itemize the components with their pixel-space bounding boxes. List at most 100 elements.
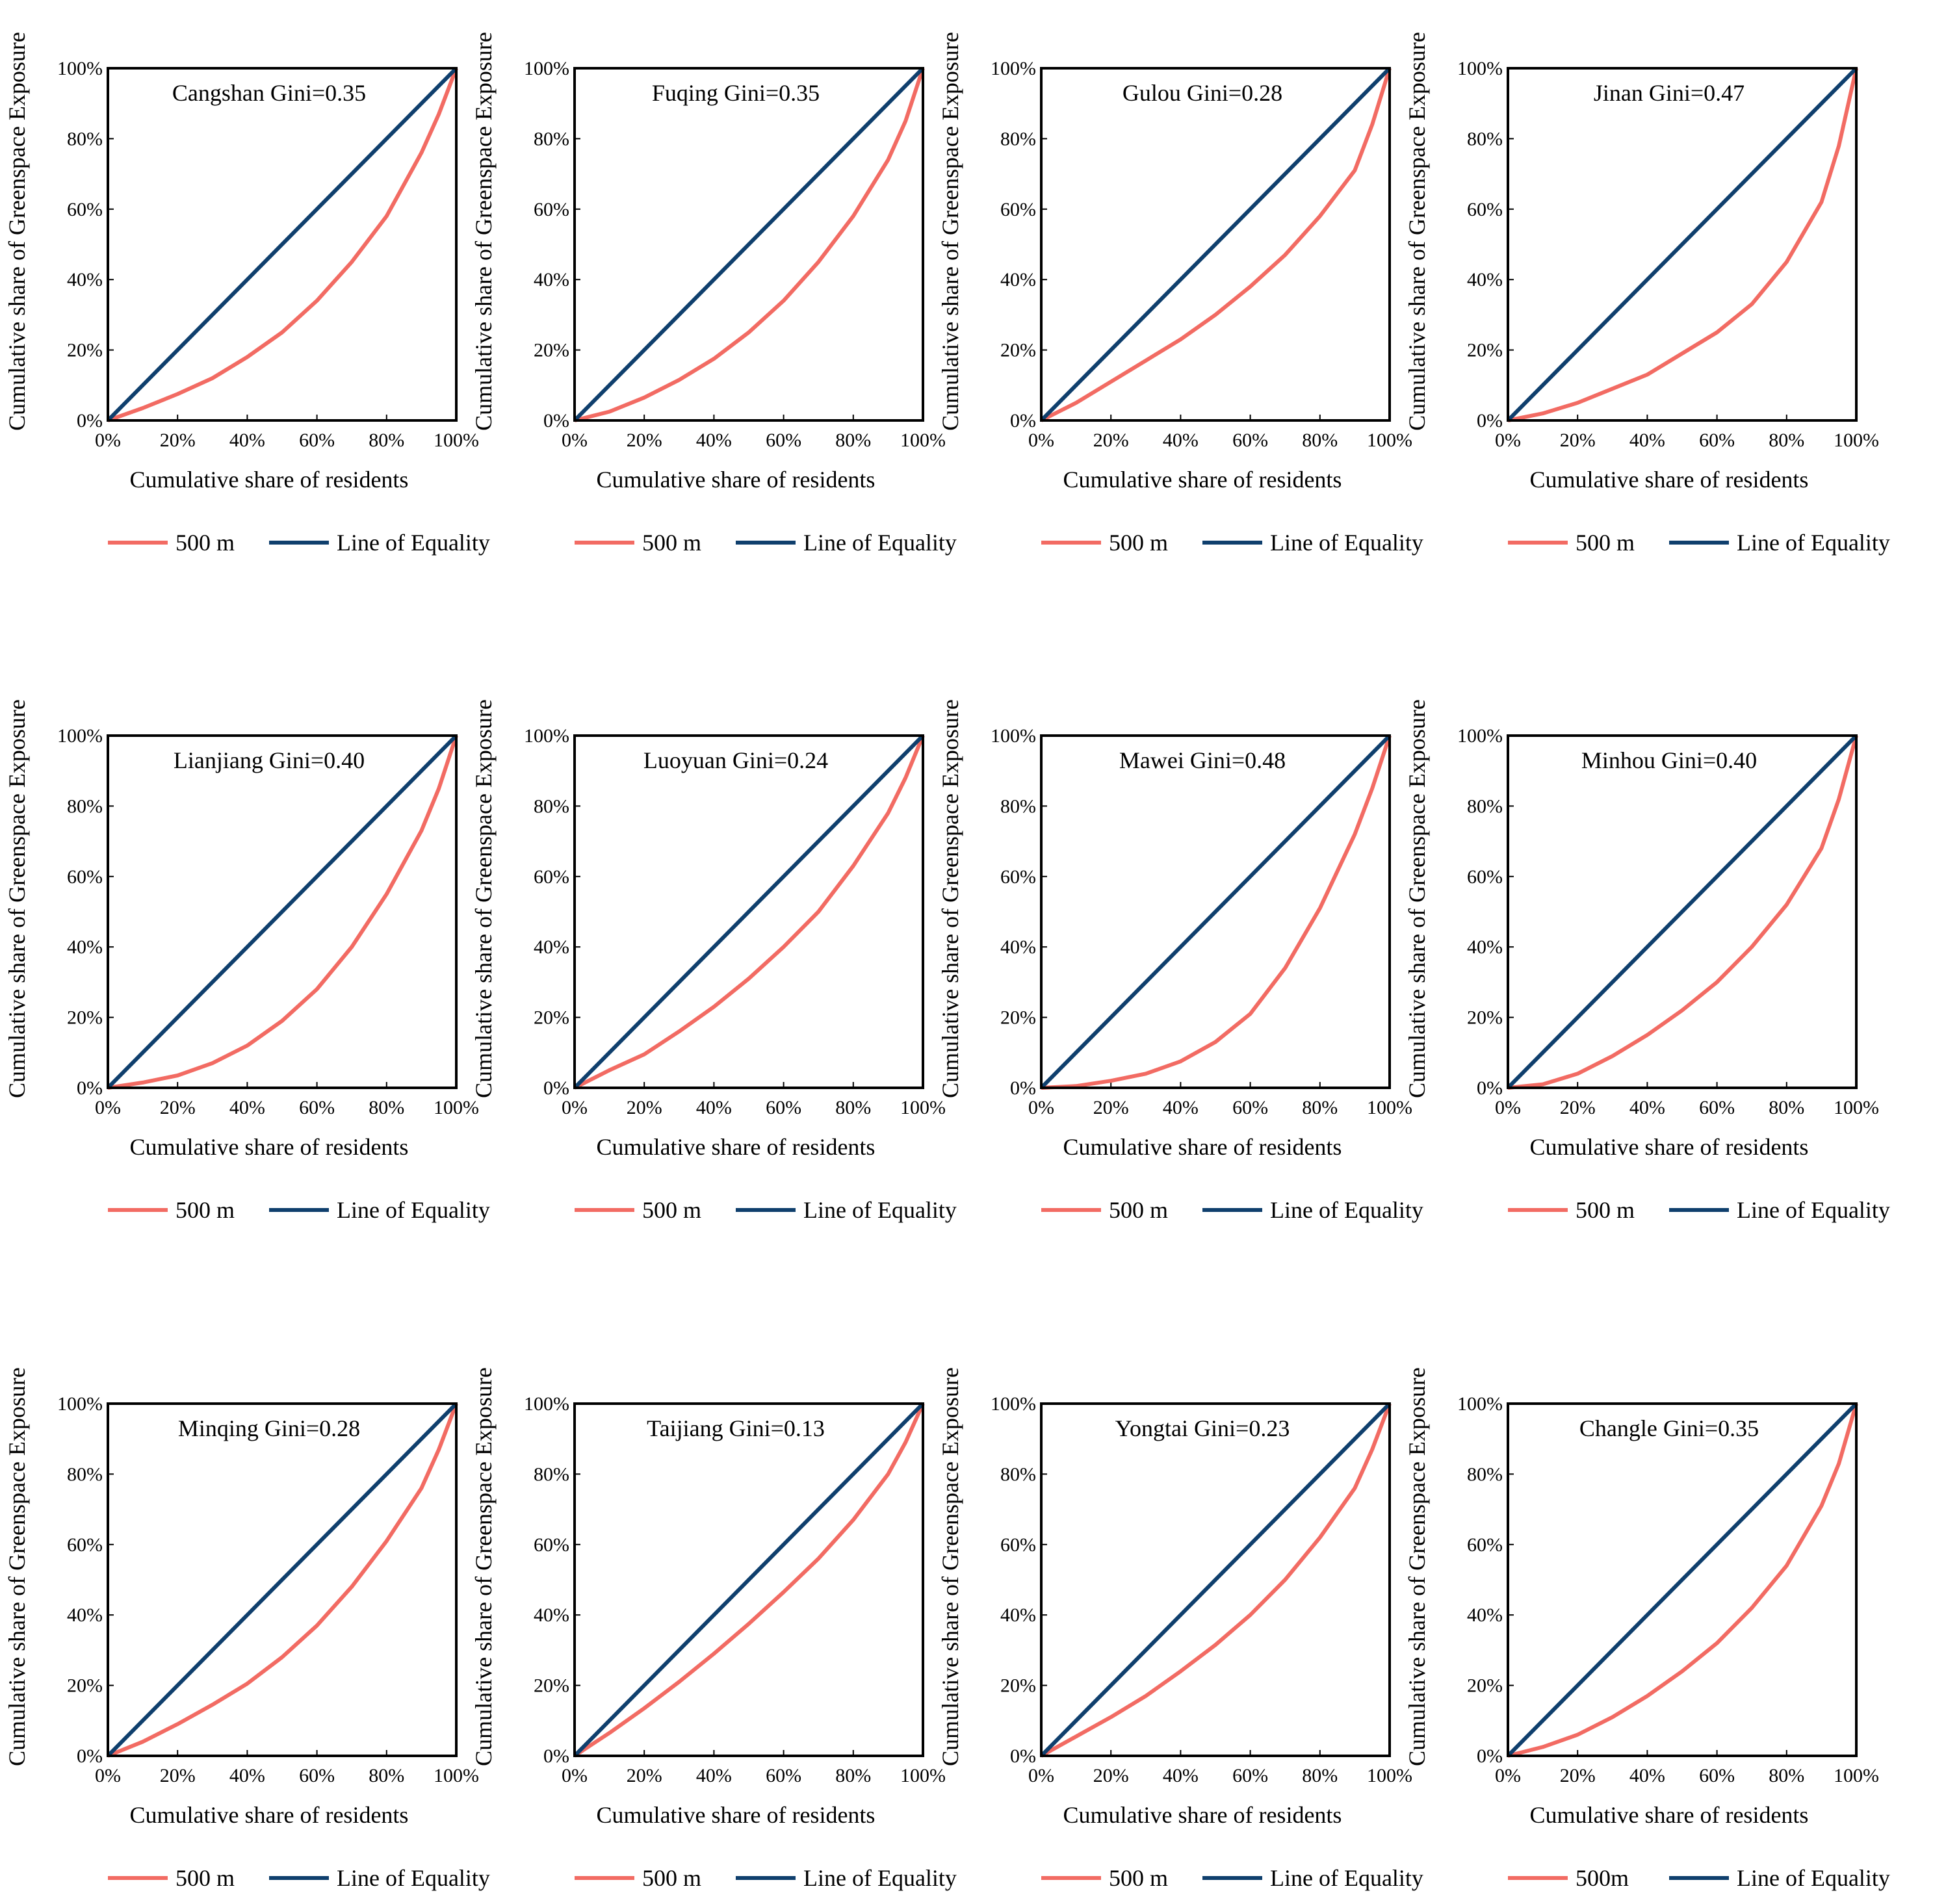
x-tick-label: 40% — [696, 430, 732, 451]
lorenz-curve-line — [1507, 68, 1858, 422]
y-axis-label: Cumulative share of Greenspace Exposure — [471, 32, 497, 431]
lorenz-curve-line — [573, 734, 925, 1090]
legend-label-equality: Line of Equality — [803, 530, 957, 556]
y-tick-label: 60% — [67, 199, 103, 220]
y-tick-label: 20% — [67, 340, 103, 361]
equality-line — [1506, 1402, 1858, 1758]
panel-7: 0% 20% 40% 60% 80% 100% 0% 20% 40% 60% 80% 100% Mawe… — [937, 699, 1423, 1223]
y-tick-label: 80% — [534, 795, 569, 817]
x-tick-label: 40% — [229, 1765, 265, 1786]
x-tick-label: 100% — [434, 1097, 479, 1118]
y-axis-label: Cumulative share of Greenspace Exposure — [1404, 32, 1430, 431]
y-tick-label: 20% — [67, 1675, 103, 1697]
x-tick-label: 40% — [1629, 1097, 1665, 1118]
equality-line — [573, 66, 925, 422]
y-tick-label: 60% — [1467, 199, 1503, 220]
x-tick-label: 0% — [562, 1097, 588, 1118]
y-tick-label: 20% — [534, 1675, 569, 1697]
x-tick-label: 20% — [160, 1765, 196, 1786]
x-tick-label: 0% — [1495, 430, 1521, 451]
x-tick-label: 100% — [1834, 1097, 1879, 1118]
y-tick-label: 80% — [1000, 795, 1036, 817]
x-tick-label: 100% — [1367, 1765, 1412, 1786]
y-tick-label: 20% — [1467, 340, 1503, 361]
y-tick-label: 40% — [1467, 936, 1503, 958]
x-axis-label: Cumulative share of residents — [130, 1802, 409, 1828]
x-axis-label: Cumulative share of residents — [1530, 1802, 1809, 1828]
chart-title: Cangshan Gini=0.35 — [172, 80, 366, 106]
x-tick-label: 0% — [1028, 1097, 1054, 1118]
x-tick-label: 20% — [1093, 1765, 1129, 1786]
plot-frame — [573, 1402, 924, 1757]
y-tick-label: 100% — [1457, 58, 1503, 79]
y-tick-label: 0% — [77, 410, 103, 431]
y-tick-label: 20% — [1000, 340, 1036, 361]
x-tick-label: 20% — [627, 430, 662, 451]
x-tick-label: 80% — [369, 1097, 404, 1118]
plot-frame — [107, 1402, 458, 1757]
x-tick-label: 0% — [1028, 1765, 1054, 1786]
y-tick-label: 0% — [1010, 410, 1036, 431]
y-tick-label: 80% — [1467, 1463, 1503, 1485]
equality-line — [1039, 66, 1392, 422]
equality-line — [573, 734, 925, 1090]
y-axis-label: Cumulative share of Greenspace Exposure — [4, 699, 30, 1098]
equality-line — [1506, 66, 1858, 422]
legend-label-equality: Line of Equality — [1270, 1197, 1423, 1223]
x-tick-label: 0% — [562, 1765, 588, 1786]
y-tick-label: 100% — [1457, 725, 1503, 747]
y-tick-label: 20% — [67, 1007, 103, 1029]
x-tick-label: 80% — [369, 430, 404, 451]
plot-frame — [107, 67, 458, 422]
x-axis-label: Cumulative share of residents — [130, 1134, 409, 1160]
x-tick-label: 0% — [95, 1765, 121, 1786]
y-tick-label: 80% — [534, 128, 569, 149]
x-tick-label: 40% — [696, 1765, 732, 1786]
y-axis-label: Cumulative share of Greenspace Exposure — [471, 699, 497, 1098]
legend-label-lorenz: 500 m — [175, 1197, 235, 1223]
y-tick-label: 100% — [1457, 1393, 1503, 1415]
lorenz-curve-line — [1040, 1402, 1392, 1758]
y-tick-label: 80% — [67, 1463, 103, 1485]
x-tick-label: 100% — [1834, 1765, 1879, 1786]
legend-label-lorenz: 500 m — [1109, 1865, 1168, 1891]
y-tick-label: 80% — [1000, 1463, 1036, 1485]
x-axis-label: Cumulative share of residents — [597, 1134, 876, 1160]
y-tick-label: 40% — [534, 1604, 569, 1626]
chart-title: Yongtai Gini=0.23 — [1115, 1415, 1290, 1441]
x-tick-label: 60% — [1232, 1765, 1268, 1786]
y-tick-label: 20% — [1000, 1675, 1036, 1697]
y-tick-label: 40% — [1000, 269, 1036, 290]
legend-label-equality: Line of Equality — [1270, 1865, 1423, 1891]
y-tick-label: 40% — [67, 269, 103, 290]
x-tick-label: 100% — [900, 430, 946, 451]
legend-label-equality: Line of Equality — [803, 1197, 957, 1223]
y-tick-label: 60% — [1000, 199, 1036, 220]
x-tick-label: 60% — [1699, 1765, 1735, 1786]
lorenz-curve-line — [107, 1402, 458, 1758]
y-tick-label: 60% — [534, 199, 569, 220]
y-tick-label: 20% — [1467, 1675, 1503, 1697]
x-tick-label: 60% — [1699, 1097, 1735, 1118]
x-tick-label: 0% — [95, 1097, 121, 1118]
panel-9: 0% 20% 40% 60% 80% 100% 0% 20% 40% 60% 80% 100% Minq… — [4, 1367, 490, 1891]
legend-label-lorenz: 500 m — [1109, 530, 1168, 556]
y-tick-label: 40% — [67, 936, 103, 958]
x-tick-label: 80% — [1769, 1765, 1804, 1786]
chart-title: Jinan Gini=0.47 — [1594, 80, 1745, 106]
plot-frame — [1507, 1402, 1858, 1757]
y-tick-label: 40% — [534, 269, 569, 290]
legend-label-lorenz: 500 m — [642, 530, 701, 556]
x-tick-label: 40% — [229, 430, 265, 451]
plot-frame — [1040, 67, 1391, 422]
panel-12: 0% 20% 40% 60% 80% 100% 0% 20% 40% 60% 80% 100% Chan… — [1404, 1367, 1890, 1891]
x-tick-label: 60% — [1232, 1097, 1268, 1118]
chart-title: Luoyuan Gini=0.24 — [643, 747, 828, 773]
panel-5: 0% 20% 40% 60% 80% 100% 0% 20% 40% 60% 80% 100% Lian… — [4, 699, 490, 1223]
chart-title: Fuqing Gini=0.35 — [652, 80, 820, 106]
legend-label-lorenz: 500 m — [642, 1865, 701, 1891]
x-axis-label: Cumulative share of residents — [1063, 1802, 1342, 1828]
y-axis-label: Cumulative share of Greenspace Exposure — [937, 32, 963, 431]
x-tick-label: 20% — [627, 1097, 662, 1118]
